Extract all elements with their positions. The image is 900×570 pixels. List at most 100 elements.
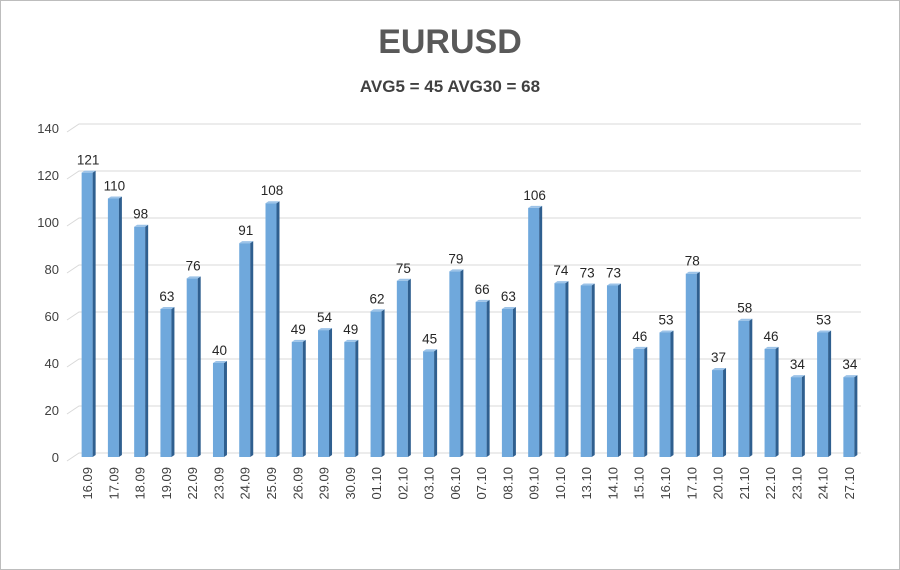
bar-side bbox=[381, 309, 385, 457]
bar bbox=[685, 273, 697, 457]
x-tick-label: 22.09 bbox=[185, 467, 200, 500]
bar-side bbox=[723, 368, 727, 457]
x-tick-label: 13.10 bbox=[579, 467, 594, 500]
chart-subtitle: AVG5 = 45 AVG30 = 68 bbox=[359, 77, 541, 96]
bar-top bbox=[528, 205, 543, 208]
gridline bbox=[66, 217, 861, 227]
y-tick-label: 120 bbox=[37, 168, 59, 183]
x-tick-label: 14.10 bbox=[605, 467, 620, 500]
bar-top bbox=[501, 306, 516, 309]
x-tick-label: 02.10 bbox=[395, 467, 410, 500]
bar bbox=[344, 341, 356, 457]
data-label: 46 bbox=[632, 329, 647, 344]
bar-top bbox=[817, 330, 832, 333]
bar-side bbox=[460, 269, 464, 457]
bar-top bbox=[764, 346, 779, 349]
bar-top bbox=[554, 281, 569, 284]
x-tick-label: 01.10 bbox=[369, 467, 384, 500]
x-tick-label: 15.10 bbox=[632, 467, 647, 500]
data-label: 45 bbox=[422, 331, 437, 346]
data-label: 73 bbox=[580, 265, 595, 280]
bar-side bbox=[302, 339, 306, 457]
x-tick-label: 09.10 bbox=[527, 467, 542, 500]
bar-side bbox=[434, 349, 438, 457]
bar-top bbox=[396, 278, 411, 281]
x-tick-label: 19.09 bbox=[159, 467, 174, 500]
bar bbox=[633, 348, 645, 457]
bar-top bbox=[790, 375, 805, 378]
bar-top bbox=[606, 283, 621, 286]
bar-side bbox=[407, 278, 411, 457]
bar-side bbox=[92, 170, 96, 457]
bar-top bbox=[239, 241, 254, 244]
bar-top bbox=[738, 318, 753, 321]
data-label: 63 bbox=[501, 289, 516, 304]
data-label: 110 bbox=[104, 179, 126, 194]
bar bbox=[134, 226, 146, 457]
data-label: 63 bbox=[159, 289, 174, 304]
bar bbox=[659, 332, 671, 457]
bar bbox=[81, 172, 93, 457]
bar-top bbox=[712, 368, 727, 371]
bar bbox=[160, 308, 172, 457]
data-label: 108 bbox=[261, 183, 284, 198]
bar-top bbox=[265, 201, 280, 204]
bar bbox=[580, 285, 592, 457]
gridline bbox=[66, 405, 861, 415]
bar-side bbox=[223, 361, 227, 457]
bar-side bbox=[617, 283, 621, 457]
x-tick-label: 23.09 bbox=[211, 467, 226, 500]
x-tick-label: 26.09 bbox=[290, 467, 305, 500]
bar-top bbox=[107, 196, 122, 199]
bar bbox=[528, 207, 540, 457]
bar-side bbox=[801, 375, 805, 457]
bar-side bbox=[696, 271, 700, 457]
y-tick-label: 60 bbox=[45, 309, 59, 324]
bar-side bbox=[486, 299, 490, 457]
gridline bbox=[66, 123, 861, 133]
data-label: 49 bbox=[343, 322, 358, 337]
bar bbox=[790, 377, 802, 457]
x-tick-label: 17.09 bbox=[106, 467, 121, 500]
data-label: 79 bbox=[448, 251, 463, 266]
x-tick-label: 23.10 bbox=[789, 467, 804, 500]
x-tick-label: 24.09 bbox=[238, 467, 253, 500]
bar-top bbox=[186, 276, 201, 279]
bar bbox=[212, 363, 224, 457]
data-label: 34 bbox=[790, 357, 806, 372]
x-tick-label: 16.10 bbox=[658, 467, 673, 500]
bar-side bbox=[828, 330, 832, 457]
bar-top bbox=[212, 361, 227, 363]
data-label: 74 bbox=[553, 263, 569, 278]
data-label: 34 bbox=[842, 357, 858, 372]
data-label: 78 bbox=[685, 254, 700, 269]
bar-top bbox=[134, 224, 149, 227]
data-label: 91 bbox=[238, 223, 253, 238]
bar-side bbox=[118, 196, 122, 457]
bar-side bbox=[775, 346, 779, 457]
bar-side bbox=[565, 281, 569, 457]
bar-top bbox=[843, 375, 858, 378]
chart-title: EURUSD bbox=[378, 23, 522, 61]
gridline bbox=[66, 452, 861, 462]
gridline bbox=[66, 170, 861, 180]
bar-top bbox=[81, 170, 96, 173]
bar-top bbox=[659, 330, 674, 333]
x-tick-label: 21.10 bbox=[737, 467, 752, 500]
data-label: 37 bbox=[711, 350, 726, 365]
bar-side bbox=[512, 306, 516, 457]
data-label: 49 bbox=[291, 322, 306, 337]
x-tick-label: 27.10 bbox=[842, 467, 857, 500]
bar bbox=[843, 377, 855, 457]
bar bbox=[817, 332, 829, 457]
y-tick-label: 140 bbox=[37, 121, 59, 136]
bar bbox=[554, 283, 566, 457]
bar bbox=[423, 351, 435, 457]
bar-top bbox=[475, 299, 490, 302]
y-tick-label: 20 bbox=[45, 403, 59, 418]
bar-top bbox=[633, 346, 648, 349]
bar-side bbox=[749, 318, 753, 457]
x-tick-label: 24.10 bbox=[816, 467, 831, 500]
